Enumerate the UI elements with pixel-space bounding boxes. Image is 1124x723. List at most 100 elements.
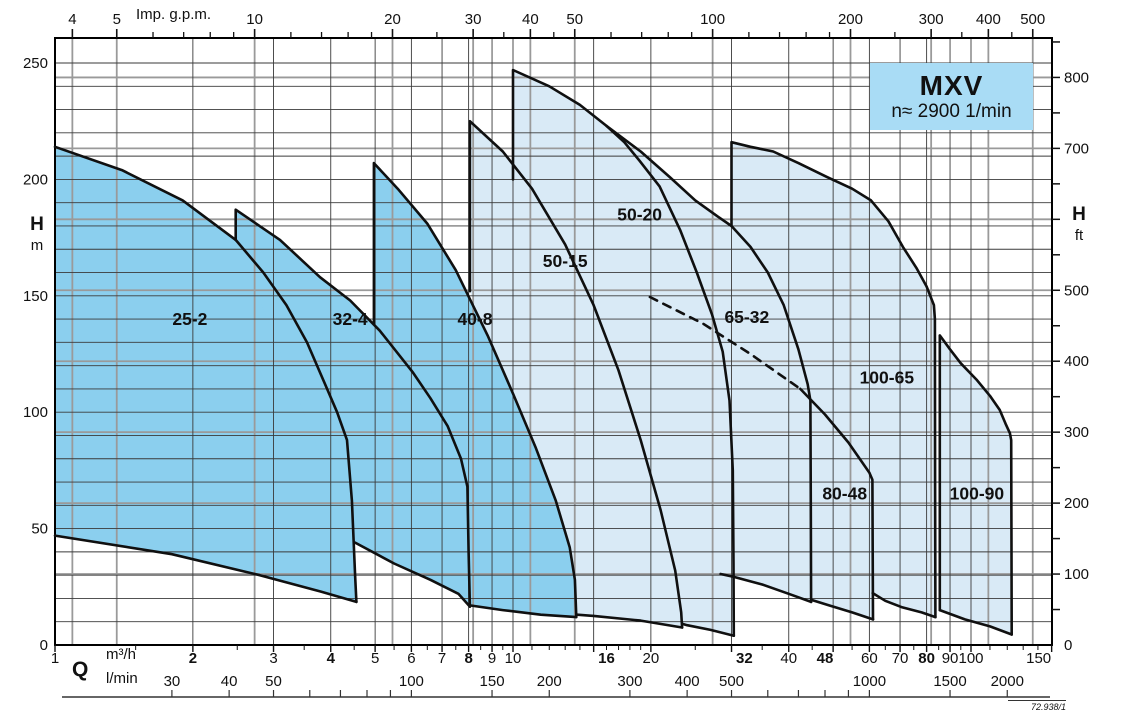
q-m3h-tick-label: 6 <box>407 650 415 667</box>
min-curve-40-8 <box>468 604 578 619</box>
bottom-axis-unit-lmin: l/min <box>106 670 138 687</box>
q-lmin-tick-label: 200 <box>537 673 562 690</box>
bottom-axis-lmin: 30 40 50 100 150 200 300 400 500 1000 1500 2000 <box>62 673 1050 698</box>
gpm-tick-label: 500 <box>1020 11 1045 28</box>
hft-tick-label: 800 <box>1064 69 1089 86</box>
q-lmin-tick-label: 300 <box>617 673 642 690</box>
gridlines <box>55 38 1052 645</box>
hft-tick-label: 300 <box>1064 424 1089 441</box>
q-m3h-tick-label: 5 <box>371 650 379 667</box>
q-m3h-tick-label: 7 <box>438 650 446 667</box>
q-lmin-tick-label: 500 <box>719 673 744 690</box>
q-m3h-tick-label: 2 <box>189 650 197 667</box>
envelope-label-65-32: 65-32 <box>724 307 769 327</box>
envelope-label-40-8: 40-8 <box>457 309 492 329</box>
q-lmin-tick-label: 50 <box>265 673 282 690</box>
drawing-reference-number: 72.938/1 <box>1008 700 1066 712</box>
pump-model-name: MXV <box>919 69 984 101</box>
hm-tick-label: 0 <box>40 637 48 654</box>
hm-tick-label: 100 <box>23 404 48 421</box>
left-axis-title: H m <box>24 213 50 256</box>
min-curve-50-20 <box>681 622 736 637</box>
q-m3h-tick-label: 70 <box>892 650 909 667</box>
envelope-fill-50-15 <box>469 121 683 628</box>
q-m3h-tick-label: 10 <box>505 650 522 667</box>
q-m3h-tick-label: 8 <box>464 650 472 667</box>
left-axis-symbol: H <box>30 214 44 235</box>
right-axis-title: H ft <box>1066 203 1092 246</box>
max-curve-50-20 <box>511 68 736 637</box>
max-curve-80-48 <box>799 387 875 621</box>
q-m3h-tick-label: 90 <box>942 650 959 667</box>
hm-tick-label: 150 <box>23 288 48 305</box>
envelope-curves <box>53 68 1013 637</box>
q-lmin-tick-label: 40 <box>221 673 238 690</box>
envelope-50-15 <box>468 119 684 629</box>
envelope-label-50-15: 50-15 <box>543 251 588 271</box>
gpm-tick-label: 40 <box>522 11 539 28</box>
hft-tick-label: 0 <box>1064 637 1072 654</box>
min-curve-25-2 <box>53 534 358 604</box>
left-axis-unit: m <box>30 236 44 254</box>
gpm-tick-label: 200 <box>838 11 863 28</box>
envelope-32-4 <box>234 208 472 608</box>
envelope-label-100-90: 100-90 <box>950 484 1005 504</box>
bottom-axis-m3h: 1 2 3 4 5 6 7 8 9 10 16 20 32 40 48 60 70 80 90 100 150 <box>51 645 1053 667</box>
min-curve-100-65 <box>871 591 937 619</box>
gpm-tick-label: 10 <box>246 11 263 28</box>
envelope-fill-80-48 <box>649 297 873 620</box>
gpm-tick-label: 100 <box>700 11 725 28</box>
q-m3h-tick-label: 48 <box>817 650 834 667</box>
q-lmin-tick-label: 150 <box>480 673 505 690</box>
hm-tick-label: 50 <box>31 521 48 538</box>
q-m3h-tick-label: 9 <box>488 650 496 667</box>
envelope-50-20 <box>511 68 736 637</box>
min-curve-100-90 <box>938 608 1013 636</box>
gpm-tick-label: 50 <box>566 11 583 28</box>
q-lmin-tick-label: 1500 <box>933 673 966 690</box>
hft-tick-label: 200 <box>1064 495 1089 512</box>
envelope-label-80-48: 80-48 <box>822 484 867 504</box>
q-m3h-tick-label: 80 <box>918 650 935 667</box>
max-curve-100-90 <box>938 334 1013 636</box>
min-curve-50-15 <box>575 613 684 629</box>
min-curve-80-48 <box>810 598 875 621</box>
hft-tick-label: 400 <box>1064 353 1089 370</box>
q-m3h-tick-label: 150 <box>1026 650 1051 667</box>
max-curve-50-15 <box>468 119 684 629</box>
bottom-axis-unit-m3h: m³/h <box>106 646 136 663</box>
q-m3h-tick-label: 100 <box>958 650 983 667</box>
chart-title-box: MXV n≈ 2900 1/min <box>870 63 1033 130</box>
envelope-label-32-4: 32-4 <box>333 309 368 329</box>
max-curve-100-65 <box>730 140 937 619</box>
gpm-tick-label: 30 <box>465 11 482 28</box>
max-curve-25-2 <box>53 145 358 604</box>
hm-tick-label: 200 <box>23 171 48 188</box>
envelope-fill-50-20 <box>513 70 734 636</box>
max-curve-32-4 <box>234 208 472 608</box>
q-lmin-tick-label: 1000 <box>853 673 886 690</box>
envelope-label-25-2: 25-2 <box>172 309 207 329</box>
q-m3h-tick-label: 4 <box>327 650 336 667</box>
hft-tick-label: 500 <box>1064 282 1089 299</box>
envelope-label-100-65: 100-65 <box>860 367 915 387</box>
right-axis-unit: ft <box>1074 226 1084 244</box>
pump-speed: n≈ 2900 1/min <box>891 101 1012 123</box>
top-axis-title: Imp. g.p.m. <box>136 6 212 23</box>
envelope-100-90 <box>938 334 1013 636</box>
envelope-fill-25-2 <box>55 146 357 602</box>
max-curve-40-8 <box>372 161 578 619</box>
q-m3h-tick-label: 1 <box>51 650 59 667</box>
hm-tick-label: 250 <box>23 55 48 72</box>
q-m3h-tick-label: 16 <box>598 650 615 667</box>
gpm-tick-label: 300 <box>919 11 944 28</box>
envelope-fill-100-90 <box>939 335 1012 635</box>
right-axis: 0 100 200 300 400 500 700 800 <box>1052 41 1089 654</box>
hft-tick-label: 700 <box>1064 140 1089 157</box>
bottom-axis-title: Q <box>72 658 89 681</box>
envelope-100-65 <box>730 140 937 619</box>
min-curve-32-4 <box>353 541 472 608</box>
envelope-80-48 <box>648 295 875 621</box>
